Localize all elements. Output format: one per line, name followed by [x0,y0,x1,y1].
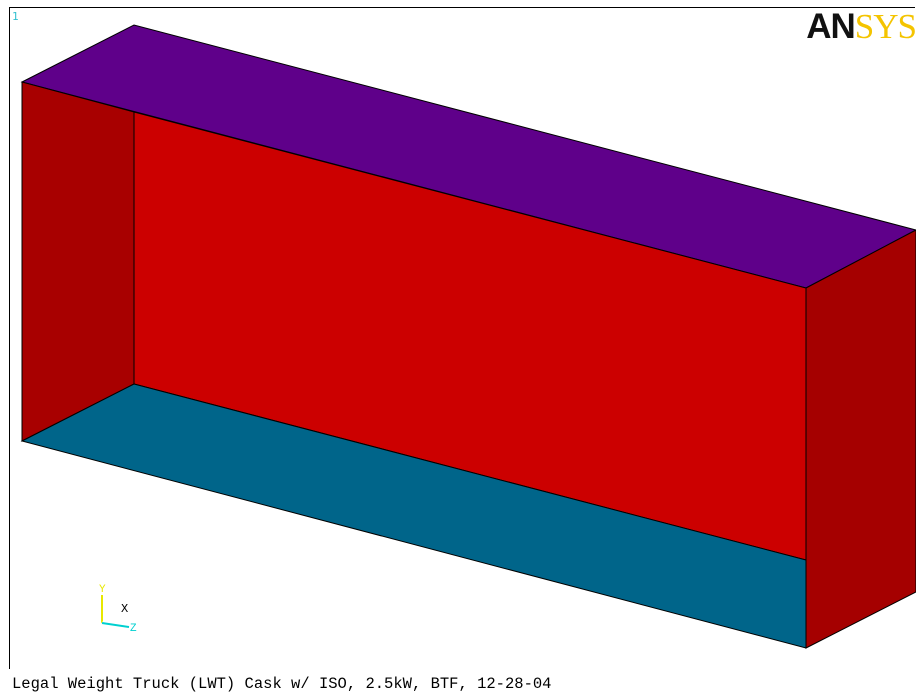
triad-y-label: Y [99,584,106,596]
right-face[interactable] [805,229,916,649]
triad-x-axis [101,613,121,624]
coordinate-triad: Y X Z [99,584,137,633]
window-number-label: 1 [12,10,19,23]
triad-z-axis [101,622,130,628]
ansys-logo: ANSYS [806,10,916,44]
triad-z-label: Z [130,623,137,633]
logo-text-dark: AN [806,10,856,44]
triad-x-label: X [121,602,128,616]
plot-title-caption: Legal Weight Truck (LWT) Cask w/ ISO, 2.… [12,675,552,693]
logo-text-yellow: SYS [854,10,916,44]
left-face[interactable] [21,81,135,442]
